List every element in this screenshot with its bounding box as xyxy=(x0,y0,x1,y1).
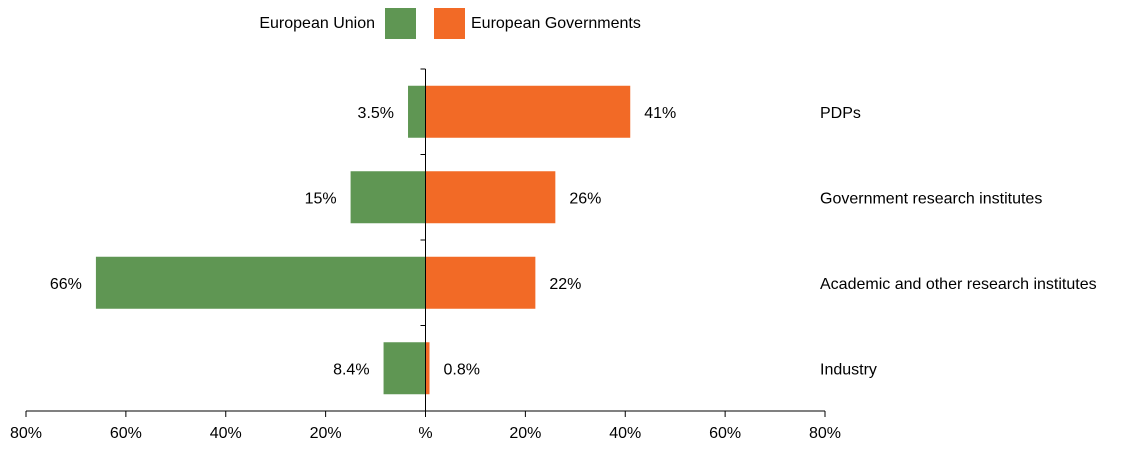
x-tick-label: 60% xyxy=(709,425,741,442)
x-tick-label: 40% xyxy=(210,425,242,442)
category-label-academic-and-other-research-institutes: Academic and other research institutes xyxy=(820,276,1097,293)
legend-label-european-governments: European Governments xyxy=(471,15,641,32)
category-label-industry: Industry xyxy=(820,361,877,378)
bar-european-governments-academic-and-other-research-institutes xyxy=(425,256,536,309)
bar-european-union-academic-and-other-research-institutes xyxy=(95,256,426,309)
legend-label-european-union: European Union xyxy=(259,15,375,32)
x-tick-label: % xyxy=(418,425,432,442)
x-tick-label: 60% xyxy=(110,425,142,442)
bar-european-governments-industry xyxy=(425,342,430,395)
bar-european-union-government-research-institutes xyxy=(350,171,426,224)
legend: European Union European Governments xyxy=(259,8,641,39)
data-label-european-governments-academic-and-other-research-institutes: 22% xyxy=(549,276,581,293)
bar-european-governments-pdps xyxy=(425,85,631,138)
bar-european-union-industry xyxy=(383,342,426,395)
category-label-government-research-institutes: Government research institutes xyxy=(820,190,1042,207)
data-label-european-governments-industry: 0.8% xyxy=(443,361,479,378)
data-label-european-governments-pdps: 41% xyxy=(644,105,676,122)
x-tick-label: 80% xyxy=(809,425,841,442)
legend-swatch-european-union xyxy=(385,8,416,39)
data-label-european-union-government-research-institutes: 15% xyxy=(305,190,337,207)
data-label-european-union-pdps: 3.5% xyxy=(358,105,394,122)
data-label-european-union-academic-and-other-research-institutes: 66% xyxy=(50,276,82,293)
category-labels: PDPs Government research institutes Academ… xyxy=(820,105,1097,379)
category-label-pdps: PDPs xyxy=(820,105,861,122)
x-tick-label: 20% xyxy=(310,425,342,442)
x-tick-label: 80% xyxy=(10,425,42,442)
bar-european-union-pdps xyxy=(408,85,426,138)
axes: 80% 60% 40% 20%% 20% 40% 60% 80% xyxy=(10,68,841,442)
x-tick-label: 40% xyxy=(609,425,641,442)
x-tick-label: 20% xyxy=(509,425,541,442)
legend-swatch-european-governments xyxy=(434,8,465,39)
data-label-european-union-industry: 8.4% xyxy=(333,361,369,378)
data-label-european-governments-government-research-institutes: 26% xyxy=(569,190,601,207)
bars xyxy=(95,85,631,395)
bar-european-governments-government-research-institutes xyxy=(425,171,556,224)
data-labels: 3.5% 15% 66% 8.4% 41% 26% 22% 0.8% xyxy=(50,105,676,379)
